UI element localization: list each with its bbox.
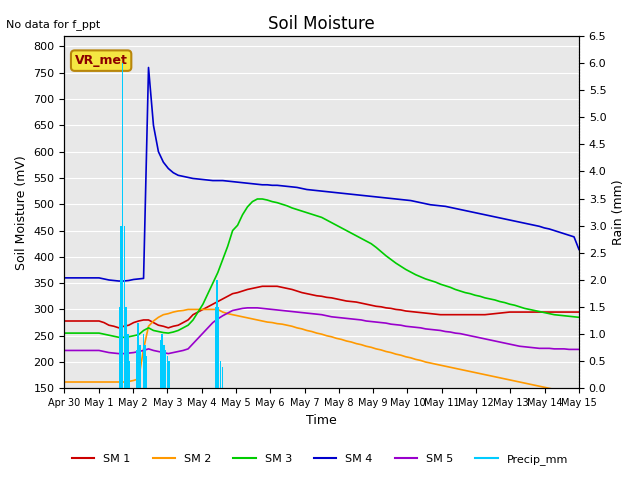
Bar xyxy=(122,63,124,388)
SM 5 xyxy=(293,309,301,315)
SM 3 xyxy=(268,199,276,204)
SM 1 xyxy=(135,318,143,324)
SM 5 xyxy=(268,307,276,312)
Bar xyxy=(166,356,168,388)
SM 2 xyxy=(436,362,444,368)
Line: SM 4: SM 4 xyxy=(65,68,579,281)
SM 2 xyxy=(65,379,73,385)
Bar xyxy=(168,361,170,388)
Bar xyxy=(118,307,120,388)
Y-axis label: Soil Moisture (mV): Soil Moisture (mV) xyxy=(15,155,28,269)
SM 2 xyxy=(130,378,138,384)
Bar xyxy=(120,226,122,388)
Bar xyxy=(163,345,164,388)
Bar xyxy=(136,350,137,388)
Bar xyxy=(138,323,139,388)
Bar xyxy=(124,226,125,388)
SM 2 xyxy=(442,363,449,369)
SM 4 xyxy=(447,204,454,210)
SM 4 xyxy=(575,247,583,252)
SM 4 xyxy=(268,182,276,188)
Legend: SM 1, SM 2, SM 3, SM 4, SM 5, Precip_mm: SM 1, SM 2, SM 3, SM 4, SM 5, Precip_mm xyxy=(68,450,572,469)
Bar xyxy=(165,350,166,388)
Title: Soil Moisture: Soil Moisture xyxy=(268,15,375,33)
Bar xyxy=(146,356,147,388)
SM 5 xyxy=(135,348,143,354)
Bar xyxy=(161,334,163,388)
SM 2 xyxy=(61,379,68,385)
SM 4 xyxy=(115,278,123,284)
SM 1 xyxy=(442,312,449,318)
SM 1 xyxy=(259,283,266,289)
SM 4 xyxy=(65,275,73,281)
Bar xyxy=(221,367,223,388)
SM 1 xyxy=(65,318,73,324)
SM 1 xyxy=(293,288,301,294)
SM 5 xyxy=(442,329,449,335)
Line: SM 5: SM 5 xyxy=(65,308,579,354)
SM 3 xyxy=(135,332,143,337)
SM 1 xyxy=(447,312,454,318)
SM 4 xyxy=(135,276,143,282)
SM 3 xyxy=(442,283,449,288)
Bar xyxy=(218,307,220,388)
Bar xyxy=(143,334,144,388)
SM 2 xyxy=(575,390,583,396)
SM 3 xyxy=(253,196,261,202)
SM 3 xyxy=(61,330,68,336)
SM 4 xyxy=(145,65,152,71)
Bar xyxy=(220,361,221,388)
Line: SM 2: SM 2 xyxy=(65,310,579,393)
SM 1 xyxy=(61,318,68,324)
SM 1 xyxy=(115,325,123,331)
SM 5 xyxy=(65,348,73,353)
Text: No data for f_ppt: No data for f_ppt xyxy=(6,19,100,30)
Y-axis label: Rain (mm): Rain (mm) xyxy=(612,180,625,245)
Bar xyxy=(129,361,131,388)
SM 5 xyxy=(61,348,68,353)
Bar xyxy=(127,334,129,388)
SM 2 xyxy=(570,389,578,395)
Bar xyxy=(139,345,141,388)
Text: VR_met: VR_met xyxy=(75,54,127,67)
Line: SM 1: SM 1 xyxy=(65,286,579,328)
SM 3 xyxy=(293,206,301,212)
Bar xyxy=(145,345,146,388)
SM 5 xyxy=(115,351,123,357)
Line: SM 3: SM 3 xyxy=(65,199,579,337)
X-axis label: Time: Time xyxy=(307,414,337,427)
SM 5 xyxy=(244,305,252,311)
SM 2 xyxy=(288,324,296,329)
SM 4 xyxy=(293,184,301,190)
SM 5 xyxy=(575,347,583,352)
SM 3 xyxy=(65,330,73,336)
SM 3 xyxy=(575,314,583,320)
SM 3 xyxy=(447,285,454,290)
SM 5 xyxy=(447,329,454,335)
SM 1 xyxy=(268,283,276,289)
SM 2 xyxy=(184,307,192,312)
Bar xyxy=(216,280,218,388)
Bar xyxy=(160,339,161,388)
SM 1 xyxy=(575,309,583,315)
Bar xyxy=(214,307,216,388)
SM 4 xyxy=(442,204,449,209)
Bar xyxy=(125,307,127,388)
SM 3 xyxy=(115,335,123,340)
SM 4 xyxy=(61,275,68,281)
